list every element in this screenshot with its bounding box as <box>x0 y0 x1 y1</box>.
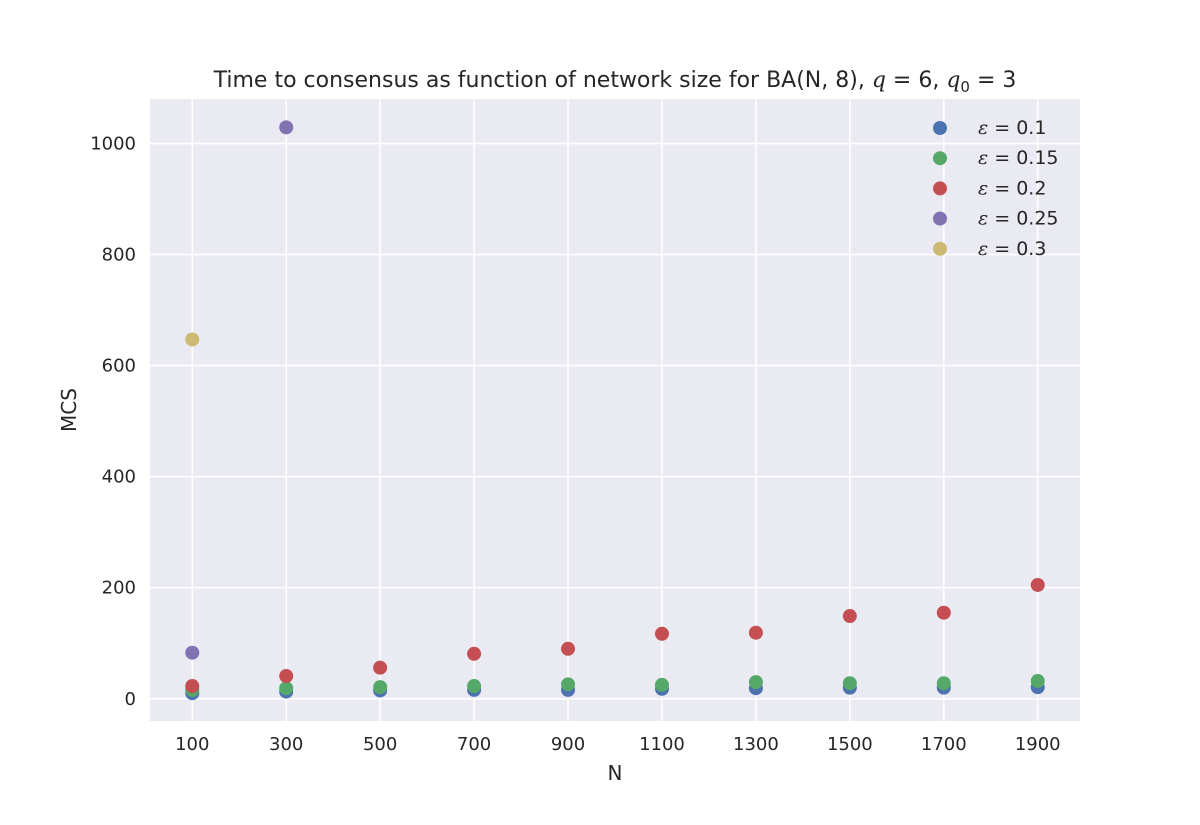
y-tick-label: 400 <box>102 467 136 488</box>
series-2 <box>185 577 1045 694</box>
data-point <box>936 676 951 691</box>
y-axis-label: MCS <box>57 388 81 432</box>
legend-marker <box>933 151 947 166</box>
y-tick-label: 1000 <box>90 133 136 154</box>
chart-title: Time to consensus as function of network… <box>213 68 1017 96</box>
y-tick-label: 800 <box>102 245 136 266</box>
data-point <box>561 677 576 692</box>
x-tick-label: 500 <box>363 734 397 755</box>
legend-marker <box>933 211 947 226</box>
legend-marker <box>933 121 947 135</box>
data-point <box>467 679 482 694</box>
x-tick-label: 700 <box>457 734 491 755</box>
legend-item: ε = 0.15 <box>933 147 1059 169</box>
data-point <box>467 646 482 661</box>
title-q0-subscript: 0 <box>960 78 970 96</box>
data-point <box>1030 674 1045 689</box>
data-point <box>654 677 669 692</box>
legend: ε = 0.1 ε = 0.15 ε = 0.2 ε = 0.25 ε = 0.3 <box>933 117 1059 260</box>
x-tick-labels: 100 300 500 700 900 1100 1300 1500 1700 1900 <box>175 734 1061 755</box>
plot-area <box>150 99 1080 721</box>
y-tick-labels: 0 200 400 600 800 1000 <box>90 133 136 709</box>
x-tick-label: 1100 <box>639 734 685 755</box>
data-point <box>842 609 857 624</box>
data-point <box>373 660 388 675</box>
x-tick-label: 1500 <box>827 734 873 755</box>
legend-item: ε = 0.3 <box>933 238 1046 260</box>
data-point <box>373 680 388 695</box>
data-point <box>279 120 294 135</box>
title-q0-value: = 3 <box>970 68 1016 93</box>
x-tick-label: 1700 <box>921 734 967 755</box>
grid <box>150 99 1080 721</box>
y-tick-label: 200 <box>102 578 136 599</box>
data-point <box>185 332 200 347</box>
legend-marker <box>933 181 947 196</box>
legend-label: ε = 0.2 <box>978 177 1046 199</box>
series-4 <box>185 332 200 347</box>
title-q-symbol: q <box>872 68 886 93</box>
data-points <box>185 120 1045 701</box>
data-point <box>842 676 857 691</box>
legend-label: ε = 0.15 <box>978 147 1059 169</box>
data-point <box>748 625 763 640</box>
data-point <box>185 645 200 660</box>
data-point <box>748 675 763 690</box>
legend-label: ε = 0.25 <box>978 208 1059 230</box>
data-point <box>561 641 576 656</box>
legend-item: ε = 0.2 <box>933 177 1046 199</box>
legend-label: ε = 0.3 <box>978 238 1046 260</box>
data-point <box>185 679 200 694</box>
x-tick-label: 1900 <box>1015 734 1061 755</box>
legend-item: ε = 0.1 <box>933 117 1046 139</box>
title-q-value: = 6, <box>886 68 946 93</box>
data-point <box>1030 577 1045 592</box>
x-tick-label: 1300 <box>733 734 779 755</box>
data-point <box>279 669 294 684</box>
series-1 <box>185 674 1045 697</box>
x-tick-label: 300 <box>269 734 303 755</box>
data-point <box>654 626 669 641</box>
title-q0-symbol: q <box>946 68 960 93</box>
data-point <box>279 681 294 696</box>
x-axis-label: N <box>608 761 623 785</box>
data-point <box>936 605 951 620</box>
legend-label: ε = 0.1 <box>978 117 1046 139</box>
legend-marker <box>933 241 947 256</box>
series-3 <box>185 120 294 660</box>
y-tick-label: 600 <box>102 356 136 377</box>
x-tick-label: 900 <box>551 734 585 755</box>
x-tick-label: 100 <box>175 734 209 755</box>
y-tick-label: 0 <box>125 689 136 710</box>
legend-item: ε = 0.25 <box>933 208 1059 230</box>
